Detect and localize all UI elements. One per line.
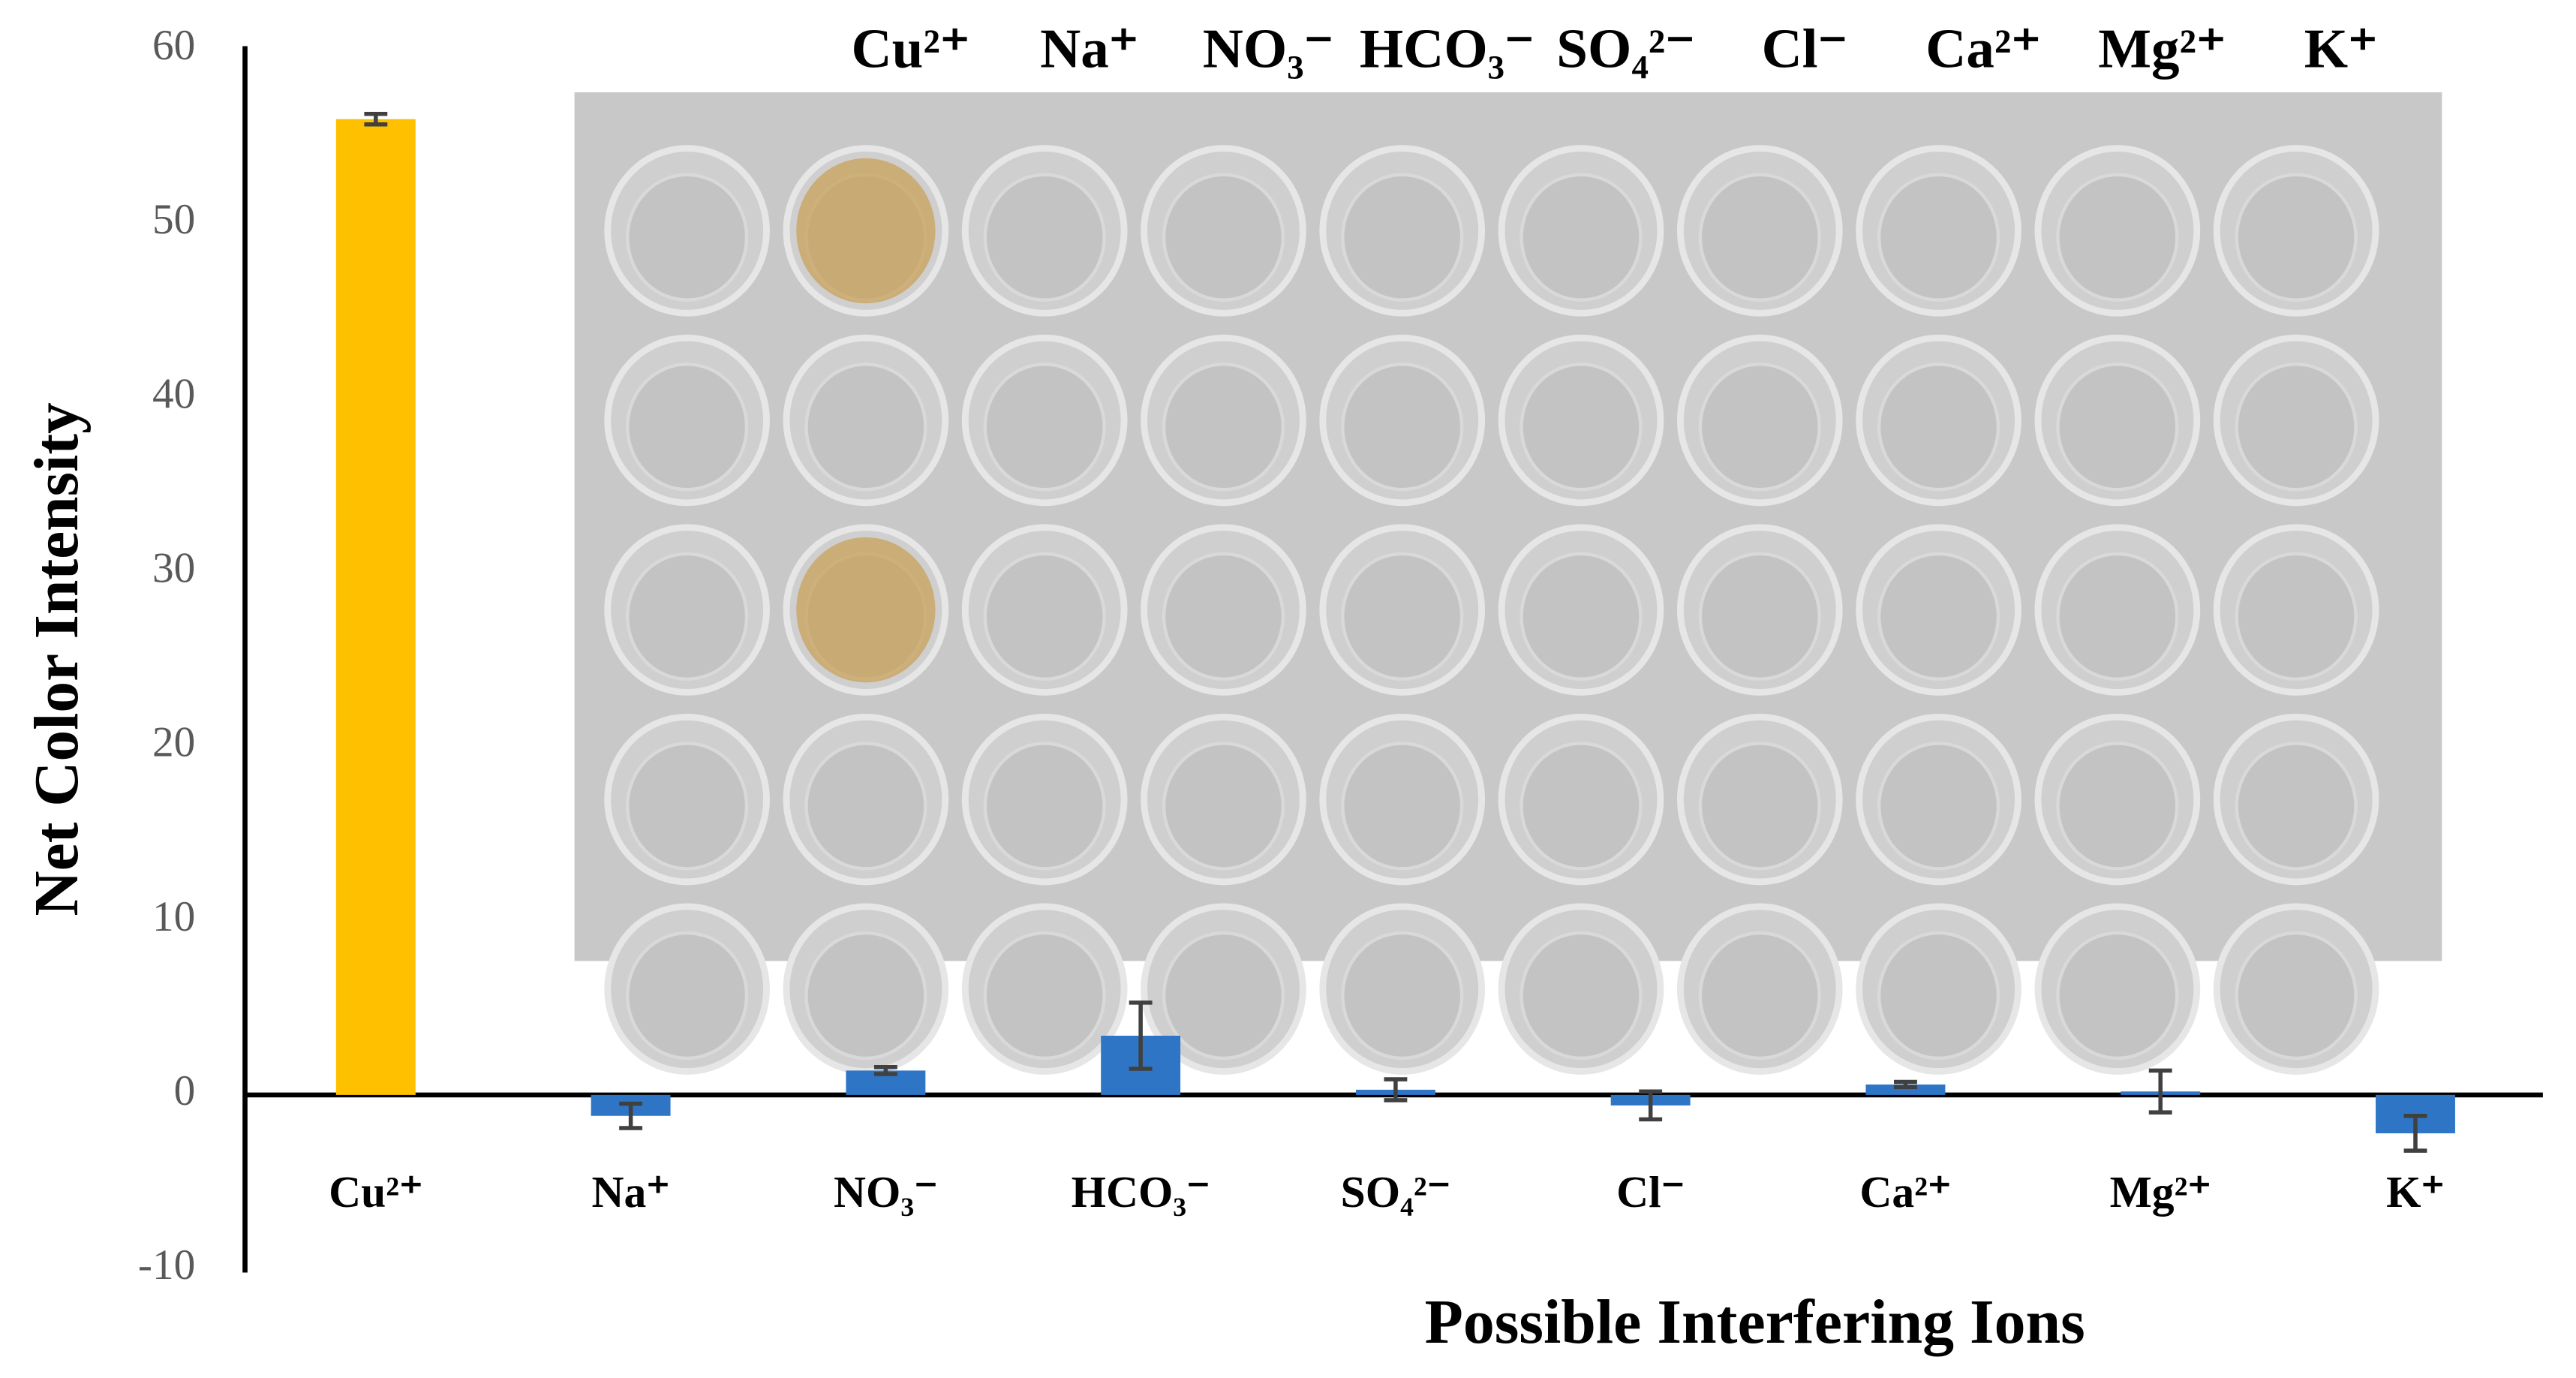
- well-inner: [1519, 742, 1643, 871]
- y-tick-label: -10: [138, 1241, 195, 1289]
- well-inner: [1341, 931, 1464, 1061]
- error-bar: [1639, 1089, 1663, 1122]
- well-inner: [1519, 931, 1643, 1061]
- x-tick-label: NO₃⁻: [834, 1167, 938, 1217]
- error-bar: [1129, 1000, 1153, 1071]
- well-inner: [2235, 552, 2358, 681]
- well-inner: [983, 931, 1106, 1061]
- bar: [1865, 1084, 1946, 1095]
- well-stain: [796, 537, 936, 683]
- well-inner: [625, 931, 749, 1061]
- y-tick-label: 40: [152, 370, 195, 417]
- well-inner: [804, 363, 927, 492]
- error-bar: [873, 1064, 897, 1076]
- x-tick-label: K⁺: [2386, 1167, 2445, 1217]
- error-bar: [1894, 1079, 1917, 1090]
- well-inner: [983, 552, 1106, 681]
- well-inner: [1519, 363, 1643, 492]
- y-tick-label: 20: [152, 719, 195, 766]
- well-inner: [2235, 742, 2358, 871]
- well-inner: [1162, 742, 1285, 871]
- inset-photo: [574, 92, 2442, 1075]
- y-tick-label: 10: [152, 893, 195, 940]
- photo-label: Na⁺: [1040, 18, 1138, 80]
- well-stain: [796, 158, 936, 304]
- well-inner: [804, 931, 927, 1061]
- well-inner: [2056, 173, 2179, 302]
- y-tick-label: 50: [152, 196, 195, 243]
- well-inner: [1162, 931, 1285, 1061]
- well-inner: [2235, 931, 2358, 1061]
- well-inner: [1877, 552, 2000, 681]
- bar: [335, 119, 416, 1095]
- x-tick-label: SO₄²⁻: [1341, 1167, 1451, 1217]
- photo-label: K⁺: [2304, 18, 2378, 80]
- x-tick-label: Mg²⁺: [2110, 1167, 2211, 1217]
- x-tick-label: Cu²⁺: [329, 1167, 422, 1217]
- photo-label: Cl⁻: [1762, 18, 1848, 80]
- well-inner: [1341, 552, 1464, 681]
- well-inner: [2056, 931, 2179, 1061]
- error-bar: [2403, 1114, 2427, 1153]
- x-tick-label: Ca²⁺: [1859, 1167, 1951, 1217]
- x-axis-title: Possible Interfering Ions: [1425, 1287, 2085, 1357]
- well-inner: [2056, 363, 2179, 492]
- error-bar: [2148, 1068, 2172, 1115]
- error-bar: [619, 1101, 643, 1130]
- well-inner: [1341, 173, 1464, 302]
- well-inner: [1698, 363, 1821, 492]
- well-inner: [1698, 552, 1821, 681]
- well-inner: [1877, 173, 2000, 302]
- y-axis-title: Net Color Intensity: [22, 402, 92, 916]
- well-inner: [983, 173, 1106, 302]
- well-inner: [1698, 742, 1821, 871]
- error-bar: [364, 112, 388, 127]
- well-inner: [1162, 173, 1285, 302]
- well-inner: [625, 363, 749, 492]
- well-inner: [1162, 363, 1285, 492]
- well-inner: [983, 742, 1106, 871]
- well-inner: [1877, 742, 2000, 871]
- well-inner: [1877, 931, 2000, 1061]
- well-inner: [625, 742, 749, 871]
- y-tick-label: 30: [152, 545, 195, 592]
- well-inner: [1162, 552, 1285, 681]
- y-tick-label: 0: [174, 1067, 196, 1115]
- error-bar: [1384, 1077, 1408, 1103]
- well-inner: [983, 363, 1106, 492]
- well-inner: [1698, 931, 1821, 1061]
- photo-label: HCO₃⁻: [1360, 18, 1534, 80]
- well-inner: [625, 552, 749, 681]
- x-tick-label: HCO₃⁻: [1072, 1167, 1210, 1217]
- photo-label: Ca²⁺: [1925, 18, 2041, 80]
- photo-label: SO₄²⁻: [1556, 18, 1695, 80]
- well-inner: [1519, 552, 1643, 681]
- x-tick-label: Na⁺: [591, 1167, 669, 1217]
- well-inner: [1341, 363, 1464, 492]
- photo-label: Mg²⁺: [2098, 18, 2226, 80]
- well-inner: [2056, 552, 2179, 681]
- well-inner: [1877, 363, 2000, 492]
- well-inner: [2056, 742, 2179, 871]
- photo-label: NO₃⁻: [1203, 18, 1334, 80]
- photo-label: Cu²⁺: [851, 18, 969, 80]
- well-inner: [804, 742, 927, 871]
- x-tick-label: Cl⁻: [1616, 1167, 1685, 1217]
- well-inner: [2235, 363, 2358, 492]
- well-inner: [2235, 173, 2358, 302]
- well-inner: [1341, 742, 1464, 871]
- well-inner: [1698, 173, 1821, 302]
- y-tick-label: 60: [152, 22, 195, 69]
- well-inner: [625, 173, 749, 302]
- well-inner: [1519, 173, 1643, 302]
